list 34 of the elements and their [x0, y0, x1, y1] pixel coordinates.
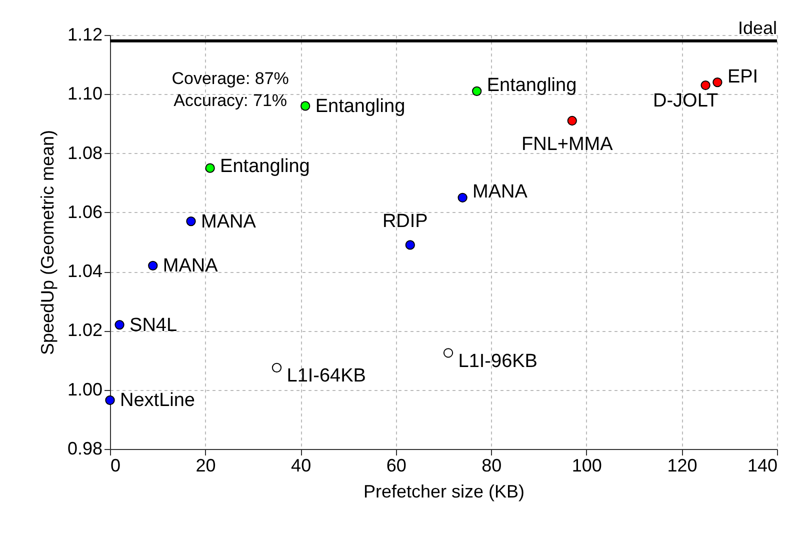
- annotation: SN4L: [130, 314, 178, 336]
- annotation: MANA: [162, 256, 218, 277]
- x-axis-title: Prefetcher size (KB): [363, 482, 525, 502]
- y-tick-label: 1.00: [67, 379, 102, 400]
- annotation: Entangling: [486, 75, 577, 96]
- annotation: Entangling: [220, 156, 310, 178]
- annotation: NextLine: [120, 390, 195, 412]
- y-tick-label: 0.98: [67, 438, 102, 458]
- x-tick-label: 0: [110, 456, 121, 476]
- ref-line-label: Ideal: [738, 18, 777, 38]
- y-tick-label: 1.02: [67, 320, 102, 340]
- annotation: Coverage: 87% Accuracy: 71%: [172, 68, 289, 110]
- y-tick-label: 1.08: [67, 142, 102, 163]
- annotation: MANA: [200, 211, 256, 232]
- y-tick-label: 1.12: [67, 24, 102, 44]
- y-tick-label: 1.04: [67, 261, 102, 282]
- y-tick-label: 1.06: [67, 202, 102, 222]
- annotation: FNL+MMA: [521, 134, 614, 155]
- annotation: L1I-64KB: [286, 366, 366, 387]
- x-tick-label: 40: [291, 456, 312, 476]
- annotation: Entangling: [315, 96, 406, 117]
- annotation: L1I-96KB: [458, 350, 538, 372]
- x-tick-label: 140: [747, 456, 778, 476]
- y-axis-title: SpeedUp (Geometric mean): [37, 130, 58, 356]
- annotation: EPI: [727, 66, 758, 88]
- annotation: MANA: [472, 182, 528, 203]
- x-tick-label: 100: [572, 456, 602, 476]
- x-tick-label: 80: [482, 456, 502, 476]
- x-tick-label: 20: [196, 456, 216, 476]
- annotation: D-JOLT: [652, 90, 718, 112]
- x-tick-label: 60: [386, 456, 406, 476]
- x-tick-label: 120: [667, 456, 698, 476]
- annotation: RDIP: [382, 210, 428, 232]
- y-tick-label: 1.10: [67, 84, 102, 104]
